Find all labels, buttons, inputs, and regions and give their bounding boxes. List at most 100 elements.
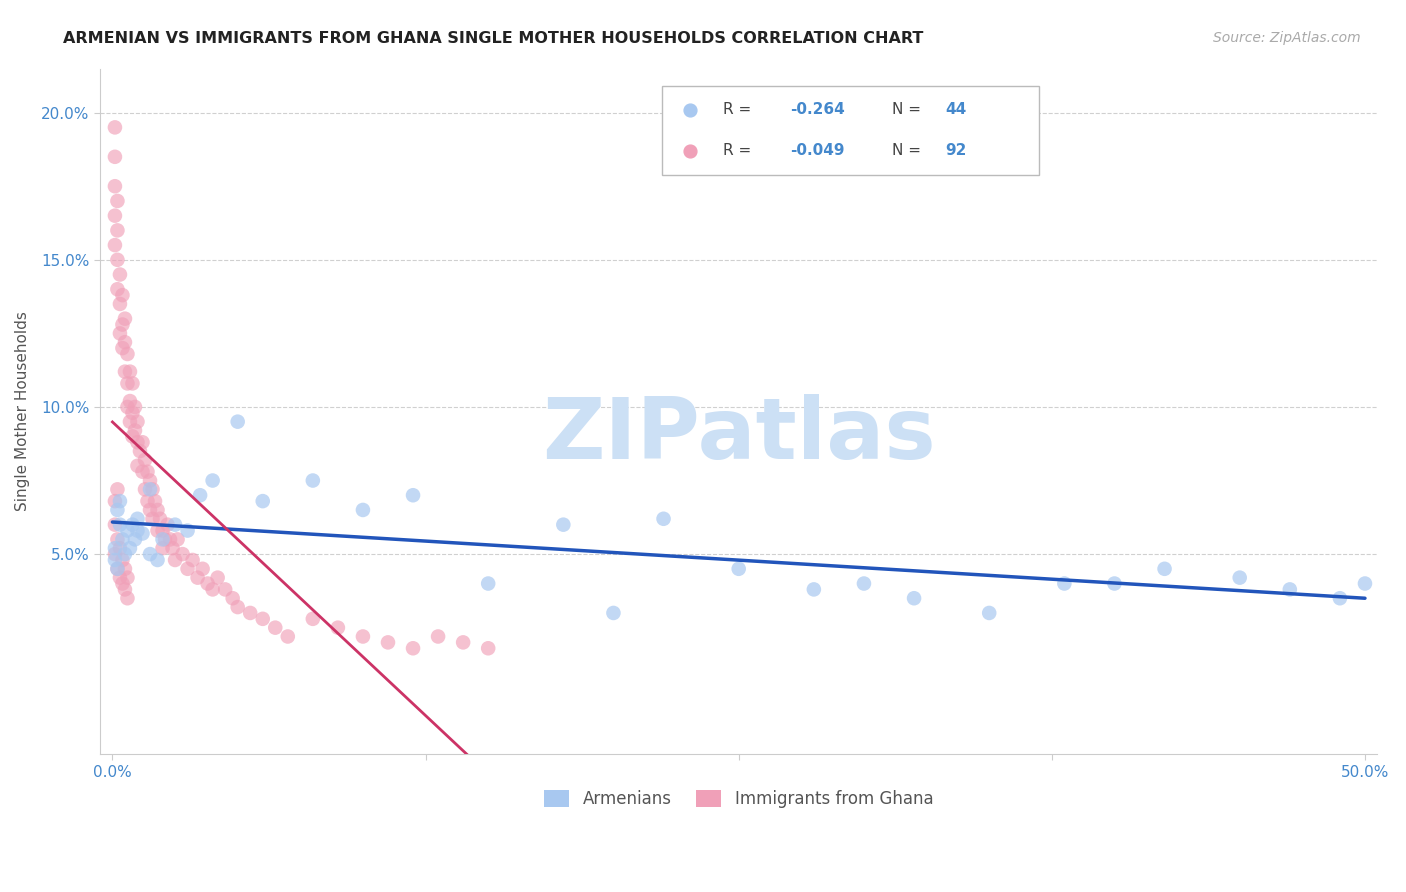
Point <box>134 483 156 497</box>
Point <box>129 444 152 458</box>
Point <box>107 483 129 497</box>
Point <box>124 400 146 414</box>
Point <box>118 415 141 429</box>
Point <box>104 179 127 194</box>
Point <box>114 547 136 561</box>
Point <box>114 311 136 326</box>
Point <box>377 635 399 649</box>
Point <box>136 494 159 508</box>
Point <box>1329 591 1351 606</box>
Point <box>104 238 127 252</box>
Point <box>121 429 143 443</box>
Point <box>107 194 129 208</box>
Point <box>427 630 450 644</box>
Point <box>326 621 349 635</box>
Point <box>108 268 131 282</box>
Text: Source: ZipAtlas.com: Source: ZipAtlas.com <box>1213 31 1361 45</box>
Point <box>176 562 198 576</box>
Point <box>201 582 224 597</box>
Text: ARMENIAN VS IMMIGRANTS FROM GHANA SINGLE MOTHER HOUSEHOLDS CORRELATION CHART: ARMENIAN VS IMMIGRANTS FROM GHANA SINGLE… <box>63 31 924 46</box>
Point <box>153 533 176 547</box>
Point <box>352 630 374 644</box>
Point <box>146 553 169 567</box>
Point <box>114 562 136 576</box>
Point <box>111 553 134 567</box>
Point <box>117 400 139 414</box>
Point <box>146 524 169 538</box>
Point <box>1354 576 1376 591</box>
Point <box>111 288 134 302</box>
Point <box>143 494 166 508</box>
Point <box>1153 562 1175 576</box>
FancyBboxPatch shape <box>662 86 1039 175</box>
Y-axis label: Single Mother Households: Single Mother Households <box>15 311 30 511</box>
Point <box>165 517 187 532</box>
Point <box>188 488 211 502</box>
Point <box>162 541 184 556</box>
Point <box>127 415 149 429</box>
Point <box>117 571 139 585</box>
Point <box>187 571 209 585</box>
Text: R =: R = <box>723 144 752 158</box>
Point <box>1229 571 1251 585</box>
Point <box>197 576 219 591</box>
Point <box>139 503 162 517</box>
Point <box>117 524 139 538</box>
Point <box>127 524 149 538</box>
Point <box>124 533 146 547</box>
Point <box>121 406 143 420</box>
Point <box>107 282 129 296</box>
Point <box>131 435 153 450</box>
Point <box>104 494 127 508</box>
Point <box>139 483 162 497</box>
Point <box>165 553 187 567</box>
Text: ZIPatlas: ZIPatlas <box>541 394 935 477</box>
Point <box>402 488 425 502</box>
Point <box>114 582 136 597</box>
Point <box>1053 576 1076 591</box>
Point <box>141 512 163 526</box>
Point <box>108 517 131 532</box>
Point <box>107 562 129 576</box>
Point <box>166 533 188 547</box>
Point <box>803 582 825 597</box>
Point <box>477 641 499 656</box>
Point <box>111 533 134 547</box>
Point <box>117 591 139 606</box>
Point <box>108 297 131 311</box>
Point <box>114 365 136 379</box>
Point <box>221 591 243 606</box>
Point <box>226 600 249 615</box>
Point <box>111 341 134 355</box>
Point <box>118 541 141 556</box>
Point <box>652 512 675 526</box>
Point <box>141 483 163 497</box>
Point <box>117 347 139 361</box>
Point <box>107 533 129 547</box>
Point <box>111 576 134 591</box>
Point <box>114 335 136 350</box>
Point <box>172 547 194 561</box>
Point <box>152 533 174 547</box>
Point <box>136 465 159 479</box>
Point <box>104 547 127 561</box>
Point <box>352 503 374 517</box>
Legend: Armenians, Immigrants from Ghana: Armenians, Immigrants from Ghana <box>537 783 941 814</box>
Text: -0.264: -0.264 <box>790 103 845 117</box>
Point <box>124 424 146 438</box>
Point <box>214 582 236 597</box>
Point <box>152 524 174 538</box>
Point <box>146 503 169 517</box>
Point <box>477 576 499 591</box>
Point <box>127 458 149 473</box>
Text: 44: 44 <box>946 103 967 117</box>
Point <box>104 150 127 164</box>
Point <box>252 612 274 626</box>
Point <box>402 641 425 656</box>
Point <box>131 526 153 541</box>
Point <box>156 517 179 532</box>
Point <box>108 326 131 341</box>
Point <box>104 553 127 567</box>
Point <box>727 562 749 576</box>
Point <box>553 517 575 532</box>
